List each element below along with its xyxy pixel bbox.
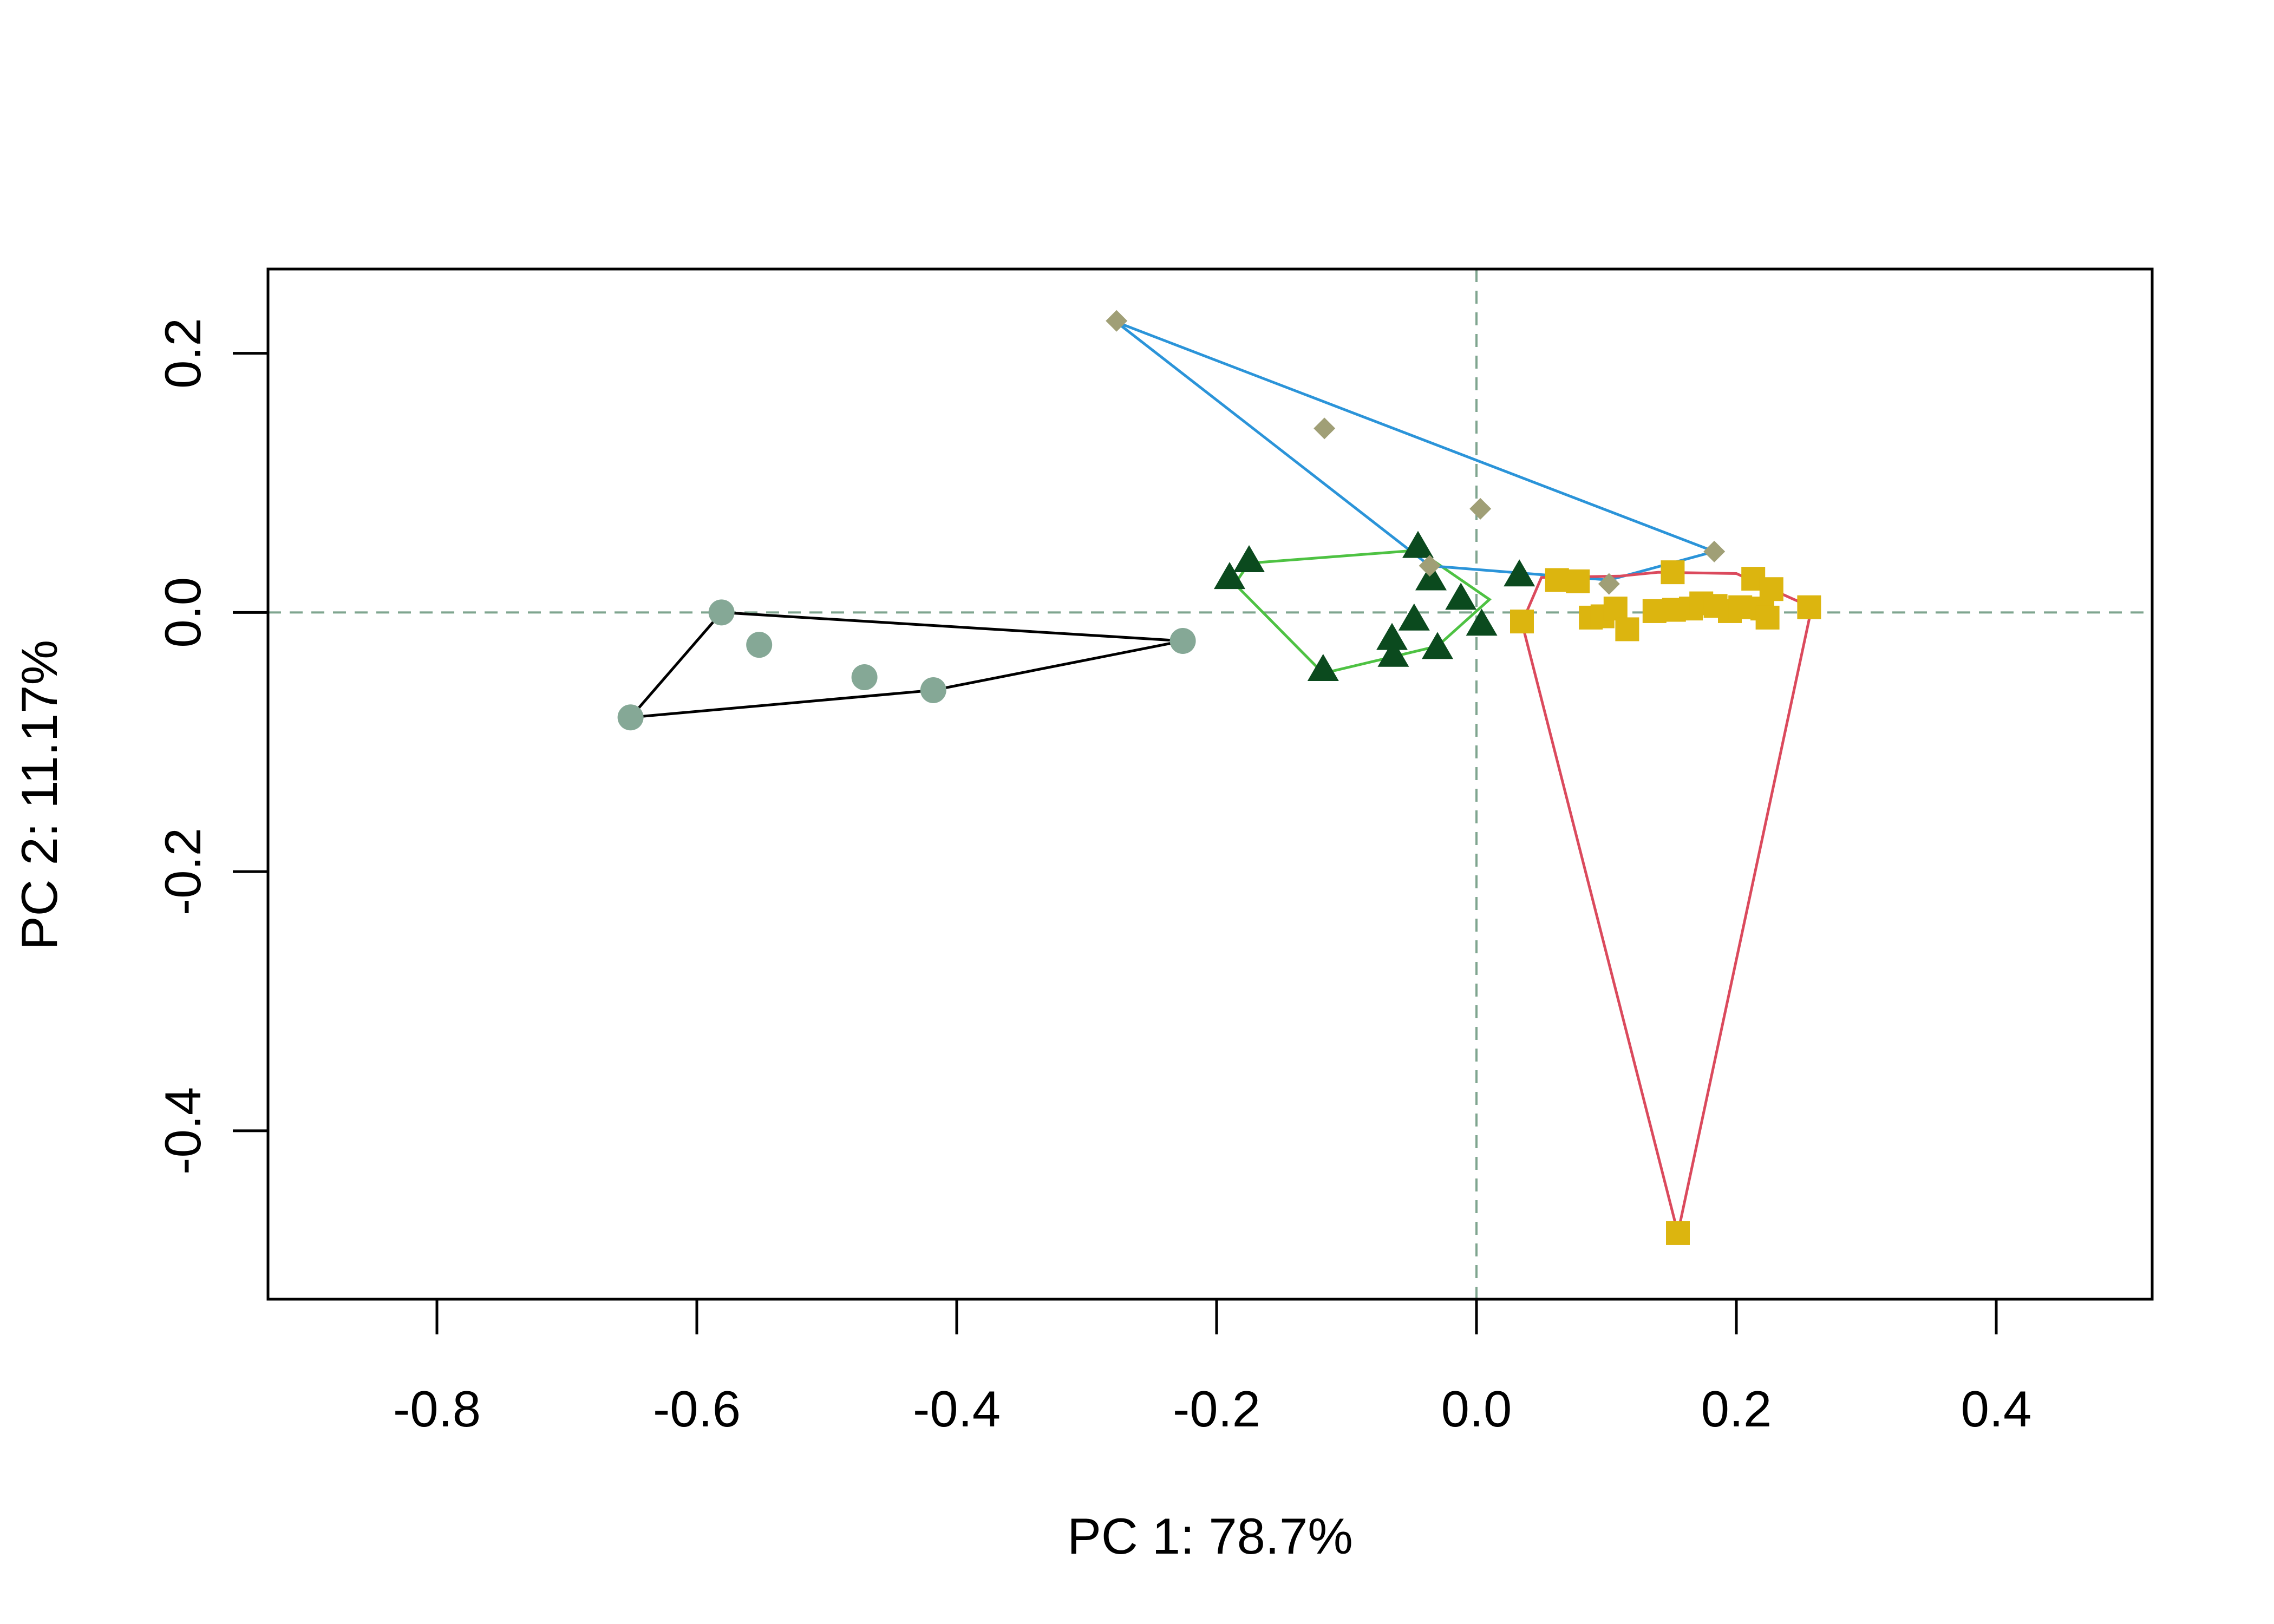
x-axis: -0.8 -0.6 -0.4 -0.2 0.0 0.2 0.4 bbox=[393, 1299, 2031, 1437]
point-series-2-4 bbox=[1376, 623, 1408, 650]
point-series-2-6 bbox=[1398, 603, 1430, 631]
y-tick-label-3: 0.0 bbox=[154, 577, 211, 648]
y-tick-label-1: -0.4 bbox=[154, 1087, 211, 1175]
y-axis: -0.4 -0.2 0.0 0.2 bbox=[154, 318, 268, 1175]
point-series-4-3 bbox=[1566, 569, 1590, 593]
point-series-1-4 bbox=[920, 677, 946, 703]
point-series-2-11 bbox=[1466, 608, 1498, 636]
point-series-4-7 bbox=[1615, 617, 1639, 641]
point-series-2-9 bbox=[1422, 632, 1453, 659]
point-series-4-18 bbox=[1755, 605, 1780, 630]
point-series-4-2 bbox=[1545, 568, 1569, 592]
point-series-4-10 bbox=[1661, 560, 1685, 585]
point-series-1-1 bbox=[708, 599, 735, 626]
point-series-1-3 bbox=[851, 664, 878, 691]
point-series-2-3 bbox=[1307, 654, 1339, 682]
x-tick-label-2: -0.6 bbox=[653, 1380, 741, 1437]
point-series-4-19 bbox=[1759, 577, 1783, 601]
data-points bbox=[617, 310, 1821, 1245]
x-tick-label-4: -0.2 bbox=[1173, 1380, 1260, 1437]
point-series-4-20 bbox=[1797, 595, 1821, 619]
x-tick-label-1: -0.8 bbox=[393, 1380, 481, 1437]
point-series-3-5 bbox=[1598, 573, 1620, 595]
point-series-3-4 bbox=[1419, 555, 1441, 577]
x-axis-title: PC 1: 78.7% bbox=[1067, 1508, 1353, 1564]
reference-lines bbox=[268, 269, 2152, 1299]
plot-frame bbox=[266, 267, 2154, 1301]
point-series-2-1 bbox=[1214, 562, 1245, 590]
point-series-4-1 bbox=[1510, 610, 1534, 634]
point-series-2-12 bbox=[1504, 559, 1535, 587]
y-axis-title: PC 2: 11.17% bbox=[11, 640, 68, 950]
point-series-1-5 bbox=[1169, 627, 1196, 654]
x-tick-label-3: -0.4 bbox=[913, 1380, 1001, 1437]
x-tick-label-6: 0.2 bbox=[1701, 1380, 1772, 1437]
point-series-2-5 bbox=[1377, 639, 1409, 667]
point-series-3-2 bbox=[1314, 417, 1336, 440]
point-series-2-10 bbox=[1445, 582, 1477, 610]
point-series-3-1 bbox=[1106, 310, 1128, 332]
point-series-2-7 bbox=[1402, 531, 1434, 558]
point-series-3-3 bbox=[1469, 497, 1492, 520]
x-tick-label-7: 0.4 bbox=[1961, 1380, 2032, 1437]
point-series-1-6 bbox=[617, 704, 644, 731]
y-tick-label-4: 0.2 bbox=[154, 318, 211, 389]
point-series-2-2 bbox=[1233, 545, 1265, 572]
x-tick-label-5: 0.0 bbox=[1441, 1380, 1512, 1437]
point-series-3-6 bbox=[1703, 540, 1726, 562]
point-series-2-8 bbox=[1415, 563, 1447, 591]
point-series-4-6 bbox=[1603, 597, 1628, 621]
point-series-4-21 bbox=[1666, 1221, 1690, 1245]
point-series-4-15 bbox=[1728, 595, 1753, 619]
point-series-1-2 bbox=[746, 632, 773, 658]
y-tick-label-2: -0.2 bbox=[154, 828, 211, 915]
